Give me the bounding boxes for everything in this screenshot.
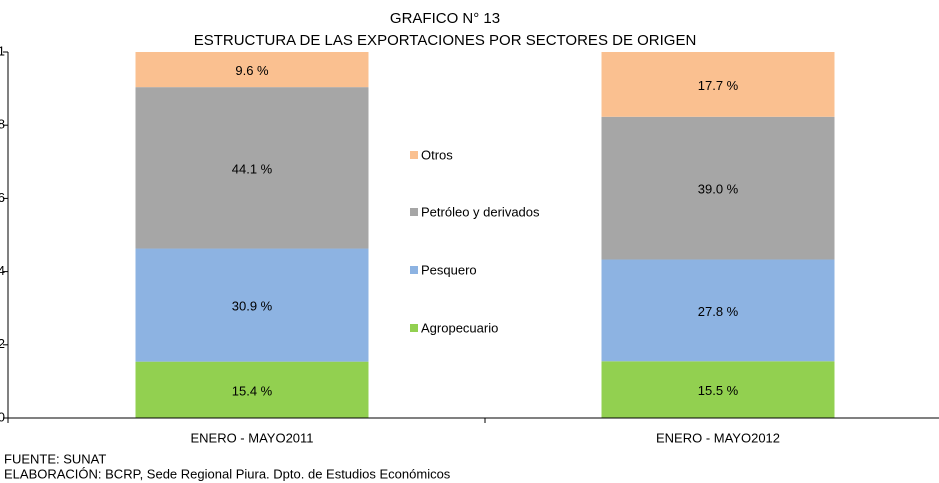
data-label: 9.6 % [235,63,269,78]
bar-segment [135,248,369,362]
y-tick-label: 0.6 [0,190,5,205]
bar-segment [601,259,835,362]
data-label: 15.4 % [232,383,273,398]
bar-segment [601,116,835,260]
legend-label: Pesquero [421,262,477,277]
x-tick-label: ENERO - MAYO2011 [190,430,313,445]
y-tick-label: 0.8 [0,117,5,132]
chart-subtitle: ESTRUCTURA DE LAS EXPORTACIONES POR SECT… [194,32,697,49]
data-label: 15.5 % [698,383,739,398]
data-label: 39.0 % [698,182,739,197]
note: ELABORACIÓN: BCRP, Sede Regional Piura. … [4,466,451,481]
y-tick-label: 0.4 [0,263,5,278]
bar-segment [135,52,369,88]
source: FUENTE: SUNAT [4,451,106,466]
legend-swatch [410,324,418,332]
chart-title: GRAFICO N° 13 [390,10,500,27]
legend-label: Petróleo y derivados [421,204,540,219]
legend-swatch [410,208,418,216]
x-tick-label: ENERO - MAYO2012 [656,430,780,445]
legend-label: Agropecuario [421,320,498,335]
data-label: 30.9 % [232,299,273,314]
data-label: 17.7 % [698,78,739,93]
data-label: 27.8 % [698,304,739,319]
y-tick-label: 0 [0,409,5,424]
bar-segment [135,361,369,418]
legend-swatch [410,151,418,159]
bar-segment [601,361,835,418]
data-label: 44.1 % [232,161,273,176]
y-tick-label: 0.2 [0,336,5,351]
legend-label: Otros [421,147,453,162]
y-tick-label: 1 [0,43,5,58]
legend-swatch [410,266,418,274]
bar-segment [601,52,835,117]
bar-segment [135,87,369,249]
